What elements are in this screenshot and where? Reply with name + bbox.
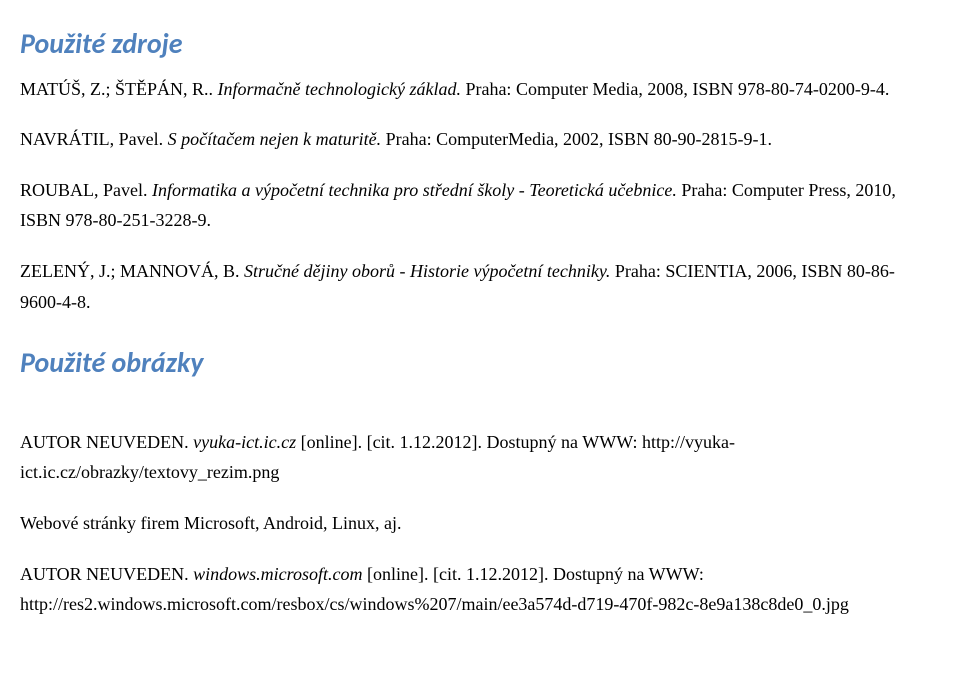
reference-text: Webové stránky firem Microsoft, Android,… <box>20 513 401 533</box>
reference-entry: Webové stránky firem Microsoft, Android,… <box>20 508 920 539</box>
reference-entry: ZELENÝ, J.; MANNOVÁ, B. Stručné dějiny o… <box>20 256 920 317</box>
reference-prefix: NAVRÁTIL, Pavel. <box>20 129 168 149</box>
reference-entry: AUTOR NEUVEDEN. vyuka-ict.ic.cz [online]… <box>20 427 920 488</box>
reference-prefix: AUTOR NEUVEDEN. <box>20 432 193 452</box>
section-heading-images: Použité obrázky <box>20 339 920 387</box>
section-heading-sources: Použité zdroje <box>20 20 920 68</box>
reference-title: S počítačem nejen k maturitě. <box>168 129 381 149</box>
reference-title: Stručné dějiny oborů - Historie výpočetn… <box>244 261 610 281</box>
reference-suffix: Praha: ComputerMedia, 2002, ISBN 80-90-2… <box>381 129 772 149</box>
reference-title: windows.microsoft.com <box>193 564 362 584</box>
reference-entry: NAVRÁTIL, Pavel. S počítačem nejen k mat… <box>20 124 920 155</box>
reference-prefix: AUTOR NEUVEDEN. <box>20 564 193 584</box>
reference-title: Informačně technologický základ. <box>218 79 461 99</box>
reference-prefix: ZELENÝ, J.; MANNOVÁ, B. <box>20 261 244 281</box>
reference-title: Informatika a výpočetní technika pro stř… <box>152 180 677 200</box>
reference-entry: MATÚŠ, Z.; ŠTĚPÁN, R.. Informačně techno… <box>20 74 920 105</box>
reference-entry: AUTOR NEUVEDEN. windows.microsoft.com [o… <box>20 559 920 620</box>
reference-prefix: MATÚŠ, Z.; ŠTĚPÁN, R.. <box>20 79 218 99</box>
reference-title: vyuka-ict.ic.cz <box>193 432 296 452</box>
reference-entry: ROUBAL, Pavel. Informatika a výpočetní t… <box>20 175 920 236</box>
reference-prefix: ROUBAL, Pavel. <box>20 180 152 200</box>
reference-suffix: Praha: Computer Media, 2008, ISBN 978-80… <box>461 79 889 99</box>
